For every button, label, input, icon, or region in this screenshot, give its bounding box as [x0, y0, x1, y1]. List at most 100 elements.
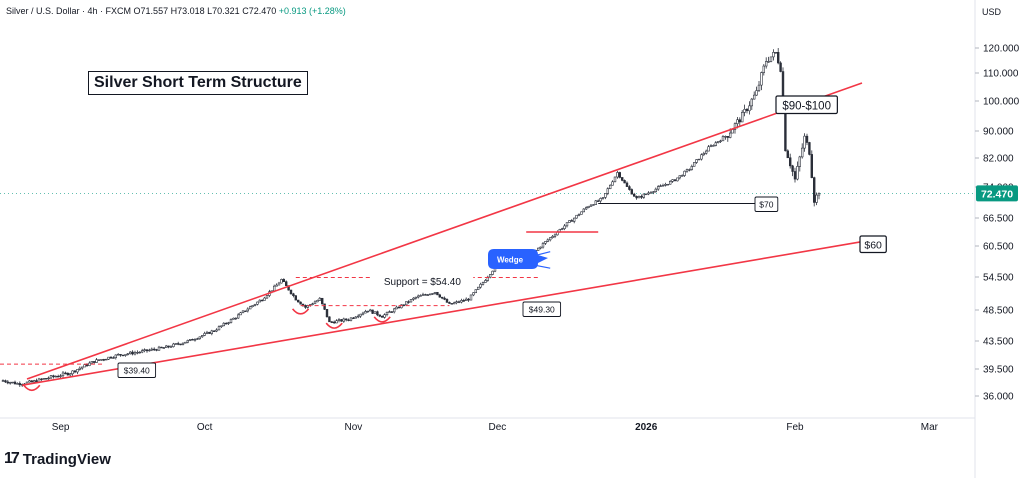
candle — [760, 71, 763, 91]
candle — [227, 321, 230, 326]
candle-up-body — [217, 326, 221, 331]
candle-down-body — [97, 359, 101, 361]
candle — [584, 206, 588, 211]
candle-up-body — [491, 270, 494, 275]
candle — [220, 325, 223, 328]
candle — [448, 301, 451, 304]
candle — [277, 281, 281, 286]
candle — [623, 179, 626, 184]
candle — [337, 318, 341, 323]
candle-up-body — [582, 208, 586, 213]
candle-up-body — [412, 297, 415, 300]
candle — [692, 162, 696, 167]
candle — [107, 356, 110, 361]
candle — [755, 86, 758, 96]
candle — [30, 380, 33, 383]
candle-up-body — [249, 306, 252, 310]
candle-up-body — [220, 325, 223, 327]
candle-up-body — [16, 383, 19, 385]
candle — [455, 300, 458, 305]
candle — [702, 151, 706, 157]
candle — [136, 350, 139, 355]
candle — [659, 184, 662, 187]
candle-up-body — [702, 153, 706, 156]
candle — [560, 227, 564, 231]
level-70-label-text: $70 — [759, 199, 773, 209]
candle-down-body — [371, 309, 374, 314]
wedge-callout-bubble — [488, 249, 548, 269]
candle-up-body — [575, 214, 578, 219]
candle-up-body — [606, 188, 610, 194]
candle-up-body — [649, 192, 653, 194]
candle — [263, 296, 266, 301]
bottom-marker — [23, 384, 41, 392]
candle — [539, 246, 542, 250]
candle-up-body — [316, 300, 319, 303]
candle-down-body — [330, 321, 333, 323]
candle-up-body — [414, 296, 417, 299]
candle-down-body — [625, 182, 629, 187]
candle — [798, 155, 802, 172]
candle — [138, 351, 141, 354]
candle-down-body — [623, 180, 626, 184]
candle-up-body — [707, 146, 710, 152]
candle — [443, 296, 446, 301]
candle — [217, 325, 221, 331]
candle-up-body — [484, 280, 487, 283]
candle — [577, 213, 581, 217]
tradingview-logo[interactable]: 17 TradingView — [4, 450, 111, 468]
candle — [157, 345, 161, 351]
candle — [179, 343, 182, 346]
candle-up-body — [757, 84, 761, 91]
candle-up-body — [692, 162, 696, 167]
candle — [32, 379, 36, 383]
candle — [313, 300, 317, 305]
candle-up-body — [253, 303, 257, 306]
candle — [436, 291, 439, 296]
candle-up-body — [356, 315, 360, 318]
candle-down-body — [30, 380, 33, 383]
candle-up-body — [455, 301, 458, 304]
candle — [745, 108, 749, 114]
candle — [380, 315, 384, 318]
candle-up-body — [258, 299, 261, 303]
candle-up-body — [481, 282, 485, 285]
candle-down-body — [397, 306, 401, 309]
candle — [167, 345, 170, 349]
candle — [457, 300, 461, 304]
candle-up-body — [760, 72, 763, 86]
candle-up-body — [580, 211, 583, 215]
bottom-marker — [373, 316, 391, 323]
candle — [419, 294, 422, 297]
candle-up-body — [114, 354, 118, 359]
candle — [668, 180, 672, 185]
candle-down-body — [426, 294, 429, 296]
candle-up-body — [189, 339, 192, 341]
candle-up-body — [452, 302, 456, 305]
candle-up-body — [100, 359, 103, 361]
candle — [460, 298, 463, 304]
candle-up-body — [78, 367, 82, 370]
candle-up-body — [671, 179, 674, 182]
candle-down-body — [378, 314, 381, 317]
candle — [340, 318, 343, 322]
candle — [213, 330, 216, 332]
candle — [774, 51, 778, 54]
currency-label[interactable]: USD — [982, 7, 1002, 17]
candle-up-body — [654, 188, 658, 192]
candle — [712, 144, 715, 147]
candle-down-body — [167, 345, 170, 348]
candle — [407, 300, 410, 304]
candle-down-body — [738, 119, 742, 123]
candle-up-body — [354, 316, 357, 319]
x-tick-label: 2026 — [635, 422, 658, 433]
candle — [222, 322, 225, 327]
candle-up-body — [800, 147, 804, 158]
candle — [364, 309, 367, 314]
candle-up-body — [337, 319, 341, 321]
candle-up-body — [421, 294, 425, 296]
candle — [640, 194, 643, 199]
candle — [4, 379, 7, 384]
candle — [9, 381, 12, 385]
